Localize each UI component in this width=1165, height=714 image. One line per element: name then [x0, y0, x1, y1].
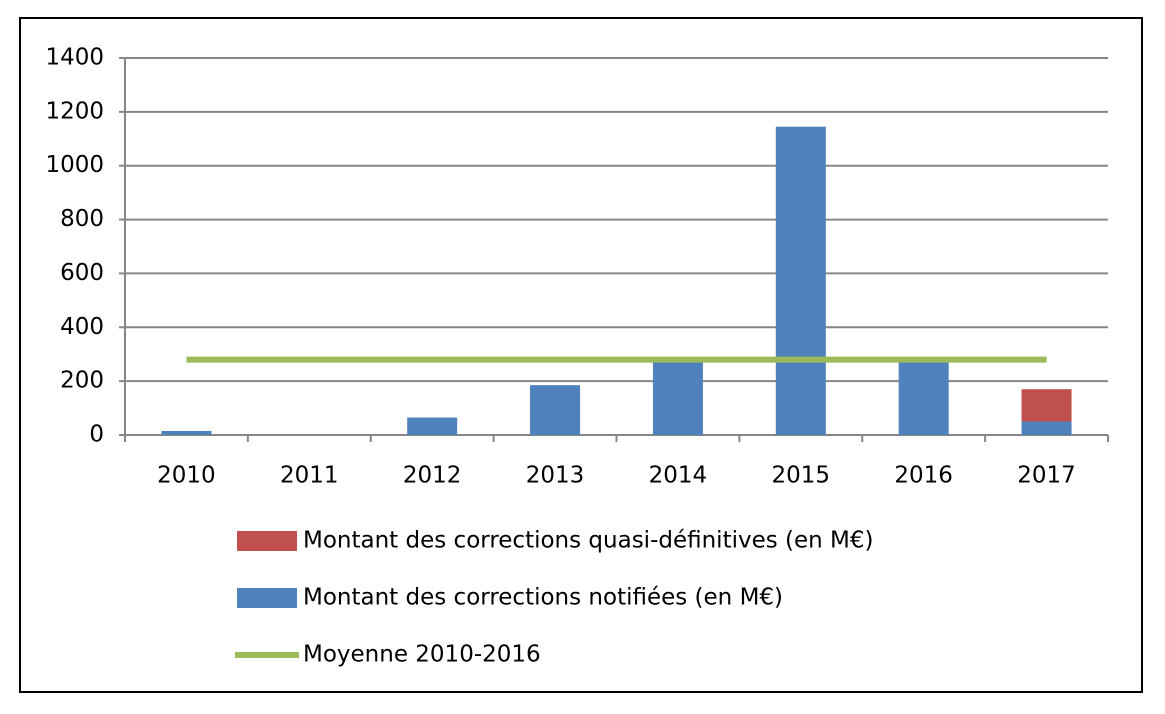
y-tick-label: 1000 [45, 152, 104, 178]
legend-label: Moyenne 2010-2016 [303, 642, 541, 668]
bar [530, 385, 581, 435]
bar [652, 360, 703, 435]
legend-swatch [237, 588, 297, 608]
bar [775, 126, 826, 436]
chart-frame [19, 17, 1143, 693]
y-tick-label: 1200 [45, 98, 104, 124]
x-tick-label: 2011 [280, 463, 339, 489]
legend-label: Montant des corrections quasi-définitive… [303, 528, 874, 554]
y-tick-label: 800 [60, 206, 104, 232]
y-tick-label: 400 [60, 314, 104, 340]
legend-label: Montant des corrections notifiées (en M€… [303, 585, 783, 611]
bar [161, 430, 212, 435]
y-tick-label: 600 [60, 260, 104, 286]
y-tick-label: 200 [60, 368, 104, 394]
x-tick-label: 2013 [526, 463, 585, 489]
x-tick-label: 2010 [157, 463, 216, 489]
y-tick-label: 0 [89, 422, 104, 448]
legend-swatch [237, 531, 297, 551]
x-tick-label: 2016 [894, 463, 953, 489]
x-tick-label: 2015 [772, 463, 831, 489]
x-tick-label: 2014 [649, 463, 708, 489]
x-tick-label: 2012 [403, 463, 462, 489]
bar [1021, 389, 1072, 422]
bar [407, 417, 458, 435]
bar [898, 360, 949, 435]
x-tick-label: 2017 [1017, 463, 1076, 489]
bar [1021, 421, 1072, 435]
y-tick-label: 1400 [45, 45, 104, 71]
